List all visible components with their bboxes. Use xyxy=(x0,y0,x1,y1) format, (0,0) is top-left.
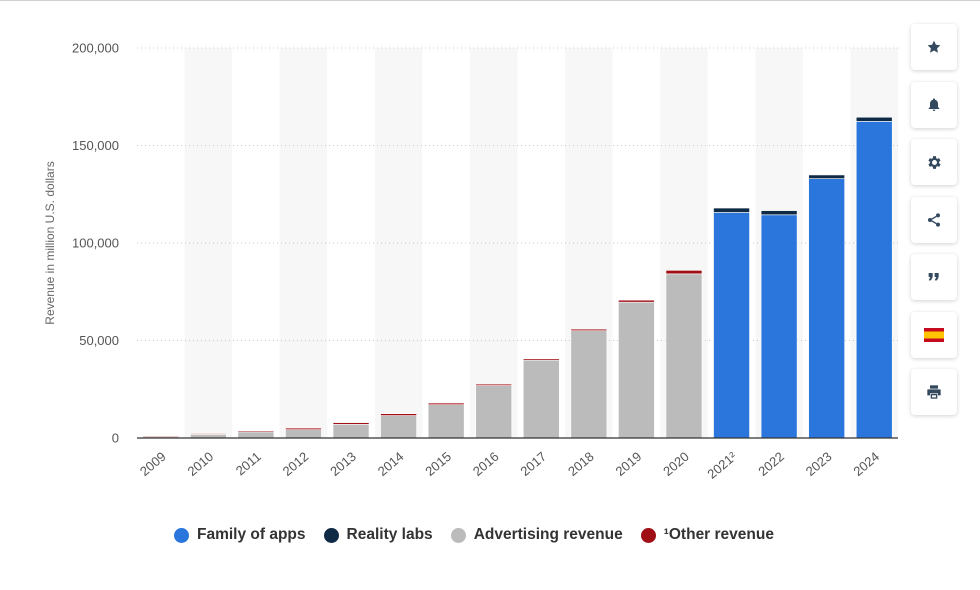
bar-segment xyxy=(522,359,560,439)
bar-segment xyxy=(380,415,417,439)
x-tick-label: 2020 xyxy=(660,449,692,479)
bar-segment xyxy=(332,424,370,439)
top-divider xyxy=(0,0,980,1)
bar-segment xyxy=(855,116,893,122)
bar-segment xyxy=(665,270,703,275)
legend-item-family-of-apps[interactable]: Family of apps xyxy=(174,526,306,544)
legend-swatch xyxy=(174,527,189,543)
bar-segment xyxy=(760,210,798,216)
bar-segment xyxy=(380,413,417,416)
share-icon xyxy=(928,212,940,227)
language-button[interactable] xyxy=(911,311,957,358)
bar-segment xyxy=(760,214,798,439)
x-tick-label: 2022 xyxy=(755,449,787,479)
legend-item-reality-labs[interactable]: Reality labs xyxy=(323,526,433,544)
bar-segment xyxy=(475,383,513,386)
bar-segment xyxy=(618,301,655,439)
bar-segment xyxy=(475,385,513,439)
bar-segment xyxy=(427,402,465,405)
star-icon xyxy=(927,40,941,53)
notification-button[interactable] xyxy=(911,81,957,128)
legend-label: Family of apps xyxy=(197,526,306,543)
bar-segment xyxy=(665,273,703,439)
y-tick-label: 150,000 xyxy=(72,138,119,153)
x-tick-label: 2018 xyxy=(565,449,597,479)
bar-segment xyxy=(570,330,608,439)
x-tick-label: 2019 xyxy=(613,449,645,479)
x-tick-label: 2015 xyxy=(422,449,454,479)
x-tick-label: 2024 xyxy=(850,449,882,479)
y-axis-title: Revenue in million U.S. dollars xyxy=(43,161,57,324)
bar-segment xyxy=(190,433,227,435)
cite-button[interactable] xyxy=(911,254,957,300)
bar-segment xyxy=(570,328,608,332)
legend-item-advertising-revenue[interactable]: Advertising revenue xyxy=(450,526,623,544)
bell-icon xyxy=(928,97,940,111)
y-tick-label: 0 xyxy=(112,431,119,446)
legend-label: Advertising revenue xyxy=(473,526,623,543)
y-axis-ticks: 0 50,000 100,000 150,000 200,000 xyxy=(72,41,119,446)
bars xyxy=(142,116,893,439)
bar-segment xyxy=(285,429,322,439)
x-tick-label: 2014 xyxy=(375,449,407,479)
share-button[interactable] xyxy=(911,196,957,243)
bar-segment xyxy=(713,207,750,213)
legend-swatch xyxy=(323,527,339,543)
x-tick-label: 2010 xyxy=(184,449,216,479)
printer-icon xyxy=(927,385,941,399)
legend-swatch xyxy=(450,527,466,543)
gear-icon xyxy=(927,155,941,169)
bar-segment xyxy=(237,430,275,433)
legend-label: Reality labs xyxy=(346,526,433,543)
legend-item-other-revenue[interactable]: ¹Other revenue xyxy=(640,526,774,544)
print-button[interactable] xyxy=(911,369,957,415)
bar-segment xyxy=(427,404,465,439)
background-band xyxy=(279,48,328,438)
y-tick-label: 100,000 xyxy=(72,236,119,251)
spain-flag-icon xyxy=(924,327,944,342)
legend-label: ¹Other revenue xyxy=(663,526,774,543)
background-band xyxy=(374,48,423,438)
x-tick-label: 2016 xyxy=(470,449,502,479)
x-tick-label: 2013 xyxy=(327,449,359,479)
bar-chart: 0 50,000 100,000 150,000 200,000 2009 2010 201… xyxy=(43,41,898,482)
bar-segment xyxy=(618,299,655,303)
settings-button[interactable] xyxy=(911,139,957,185)
x-tick-label: 2021² xyxy=(704,448,740,481)
bar-segment xyxy=(237,431,275,439)
y-tick-label: 200,000 xyxy=(72,41,119,56)
quote-icon xyxy=(928,273,939,281)
favorite-button[interactable] xyxy=(911,24,957,70)
bar-segment xyxy=(855,121,893,439)
bar-segment xyxy=(142,435,180,437)
legend-swatch xyxy=(640,527,656,543)
x-tick-label: 2011 xyxy=(233,449,264,478)
background-band xyxy=(184,48,233,438)
chart-legend: Family of apps Reality labs Advertising … xyxy=(174,526,792,544)
x-tick-label: 2023 xyxy=(803,449,835,479)
y-tick-label: 50,000 xyxy=(79,333,119,348)
bar-segment xyxy=(808,178,845,439)
x-tick-label: 2009 xyxy=(137,449,169,479)
x-tick-label: 2017 xyxy=(517,449,549,479)
bar-segment xyxy=(713,212,750,439)
chart-toolbar xyxy=(911,24,959,427)
x-tick-label: 2012 xyxy=(280,449,312,479)
bar-segment xyxy=(332,422,370,425)
x-axis-ticks: 2009 2010 2011 2012 2013 2014 2015 2016 2017 2018… xyxy=(137,448,882,481)
bar-segment xyxy=(285,427,322,430)
bar-segment xyxy=(522,358,560,361)
bar-segment xyxy=(808,174,845,179)
gridlines xyxy=(137,47,898,341)
